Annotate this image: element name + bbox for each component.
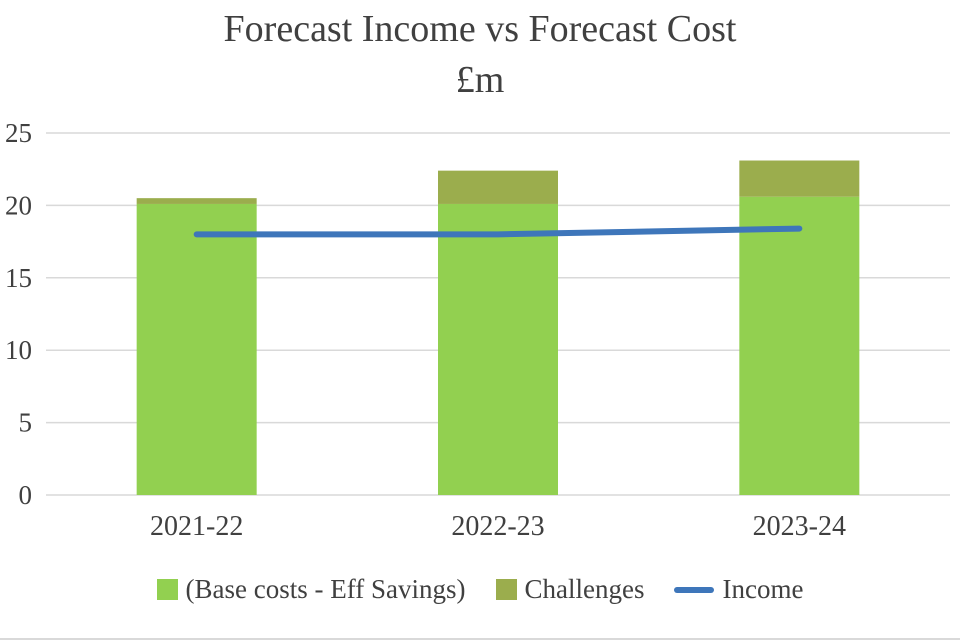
bar-segment [438,170,558,204]
legend-label: (Base costs - Eff Savings) [185,574,466,604]
x-tick-label: 2021-22 [150,511,243,542]
y-tick-label: 20 [5,190,32,220]
bar-segment [136,203,257,495]
legend-label: Income [722,574,804,604]
legend-item: Challenges [495,574,645,605]
bar-segment [438,203,558,495]
legend-square-swatch [495,579,517,600]
x-tick-label: 2023-24 [753,511,846,542]
legend-item: (Base costs - Eff Savings) [156,574,466,605]
x-tick-label: 2022-23 [451,511,544,542]
y-tick-label: 0 [19,480,33,510]
bar-segment [739,196,860,495]
bar-segment [136,198,257,204]
y-tick-label: 15 [5,263,32,293]
y-tick-label: 5 [19,408,33,438]
bar-segment [739,160,860,197]
chart-subtitle: £m [455,59,505,102]
y-tick-label: 10 [5,335,32,365]
legend-square-swatch [156,579,178,600]
income-line [193,225,803,238]
chart-title-block: Forecast Income vs Forecast Cost £m [0,4,960,107]
chart-title: Forecast Income vs Forecast Cost [223,8,737,50]
legend-label: Challenges [524,574,645,604]
chart-legend: (Base costs - Eff Savings) Challenges Inco… [0,574,960,605]
legend-line-swatch [674,586,715,593]
legend-item: Income [674,574,803,605]
y-tick-label: 25 [5,118,32,148]
